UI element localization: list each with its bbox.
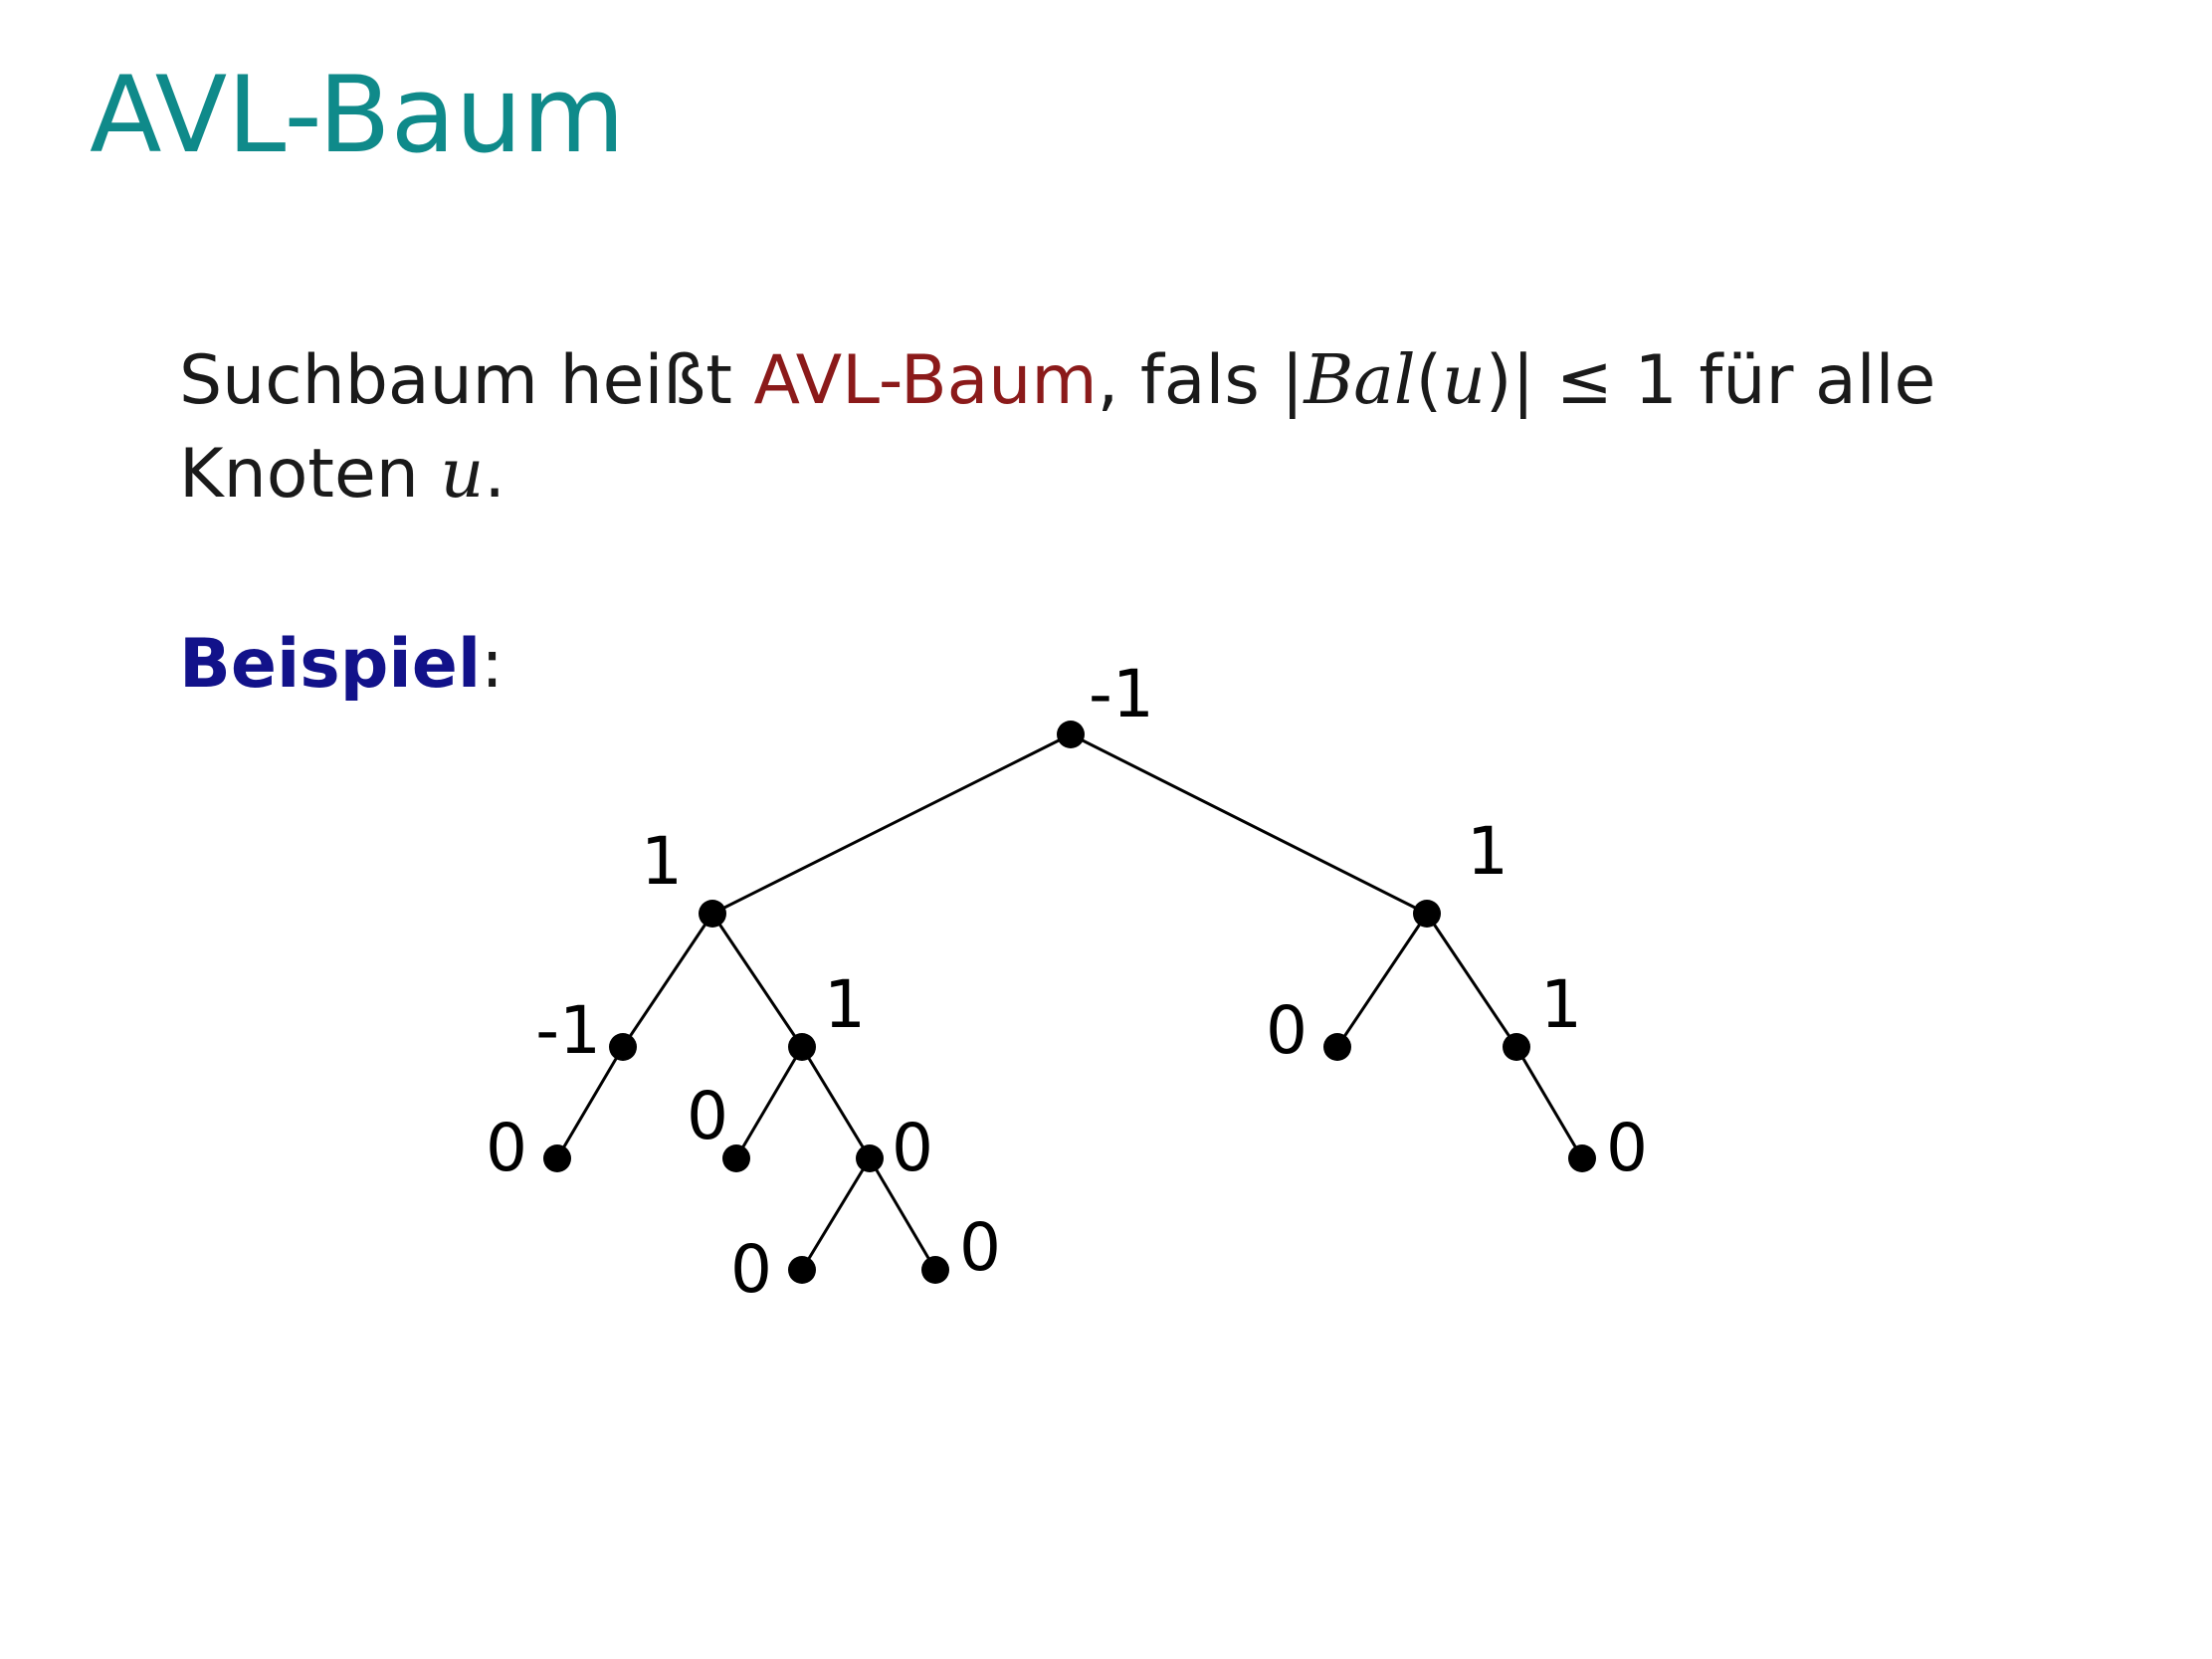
balance-label: 0 (1606, 1110, 1648, 1186)
highlighted-term: AVL-Baum (753, 341, 1098, 420)
tree-edge (555, 1046, 625, 1159)
balance-label: -1 (1089, 656, 1154, 732)
balance-label: -1 (535, 992, 601, 1069)
balance-label: 1 (1540, 966, 1582, 1043)
tree-edge (1514, 1046, 1584, 1159)
tree-node (921, 1256, 949, 1284)
definition-part: , fals | (1097, 341, 1305, 420)
tree-node (1568, 1144, 1596, 1172)
tree-node (543, 1144, 571, 1172)
tree-edge (621, 913, 714, 1048)
balance-label: 0 (892, 1110, 933, 1186)
tree-edge (1070, 732, 1428, 916)
tree-node (1413, 900, 1441, 928)
example-label: Beispiel: (179, 625, 503, 704)
balance-label: 1 (824, 966, 866, 1043)
slide-title: AVL-Baum (90, 54, 626, 176)
tree-node (722, 1144, 750, 1172)
balance-label: 0 (687, 1078, 728, 1154)
definition-part: ( (1415, 341, 1443, 420)
balance-label: 1 (1467, 813, 1508, 890)
balance-labels: -11 1-1 1 0 10 0 0 00 0 (486, 656, 1648, 1308)
tree-node (609, 1033, 637, 1061)
tree-node (856, 1144, 884, 1172)
balance-label: 0 (959, 1209, 1001, 1286)
tree-edge (734, 1046, 804, 1159)
example-word: Beispiel (179, 625, 482, 704)
tree-node (1057, 721, 1085, 748)
definition-part: Suchbaum heißt (179, 341, 754, 420)
math-bal: Bal (1304, 341, 1416, 420)
balance-label: 1 (641, 823, 683, 900)
tree-node (1323, 1033, 1351, 1061)
balance-label: 0 (730, 1231, 772, 1308)
tree-edge (1425, 913, 1518, 1048)
tree-edges (555, 732, 1584, 1271)
definition-part: . (484, 435, 505, 514)
balance-label: 0 (486, 1110, 527, 1186)
tree-node (788, 1033, 816, 1061)
tree-node (1503, 1033, 1530, 1061)
tree-edge (1335, 913, 1429, 1048)
tree-edge (800, 1046, 872, 1159)
math-u-2: u (440, 435, 485, 514)
definition-part: Knoten (179, 435, 441, 514)
balance-label: 0 (1266, 992, 1307, 1069)
tree-edge (711, 732, 1072, 916)
tree-edge (868, 1157, 937, 1271)
tree-node (699, 900, 726, 928)
example-colon: : (481, 625, 504, 704)
tree-node (788, 1256, 816, 1284)
definition-text: Suchbaum heißt AVL-Baum, fals |Bal(u)| ≤… (179, 334, 2070, 521)
tree-nodes (543, 721, 1596, 1284)
tree-edge (710, 913, 804, 1048)
definition-part: )| ≤ 1 für alle (1485, 341, 1936, 420)
tree-edge (800, 1157, 872, 1271)
math-u: u (1442, 341, 1486, 420)
